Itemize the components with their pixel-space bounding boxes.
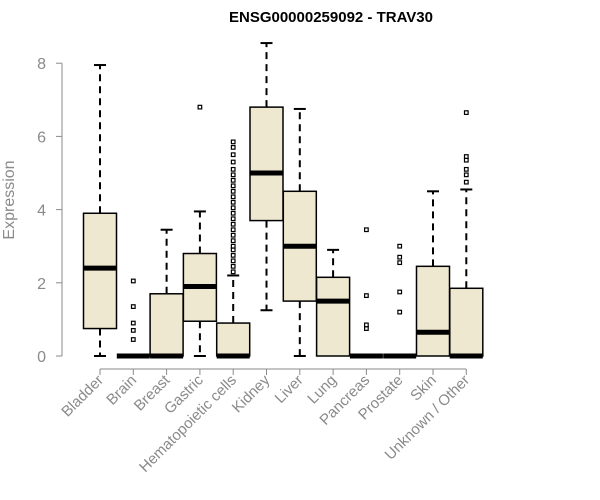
box-body bbox=[215, 322, 251, 357]
box-kidney bbox=[249, 42, 284, 312]
outlier-point bbox=[230, 252, 236, 258]
box-body bbox=[249, 106, 284, 222]
outlier-point bbox=[230, 221, 236, 227]
box-pancreas bbox=[349, 227, 383, 359]
outlier-point bbox=[364, 326, 369, 331]
outlier-point bbox=[230, 152, 236, 158]
outlier-point bbox=[364, 227, 369, 233]
outlier-point bbox=[230, 258, 236, 264]
outlier-point bbox=[230, 177, 236, 183]
y-tick-label: 2 bbox=[37, 276, 46, 293]
outlier-point bbox=[463, 154, 469, 159]
outlier-point bbox=[230, 188, 236, 194]
outlier-point bbox=[230, 144, 236, 150]
outlier-point bbox=[230, 232, 236, 238]
outlier-point bbox=[130, 304, 136, 309]
outlier-point bbox=[230, 263, 236, 269]
box-body bbox=[415, 265, 451, 357]
outlier-point bbox=[463, 166, 469, 172]
outlier-point bbox=[230, 183, 236, 189]
outlier-point bbox=[463, 179, 469, 185]
box-gastric bbox=[182, 104, 218, 357]
y-tick-label: 6 bbox=[37, 129, 46, 146]
outlier-point bbox=[230, 172, 236, 178]
outlier-point bbox=[364, 322, 369, 328]
box-body bbox=[315, 276, 351, 357]
box-lung bbox=[315, 248, 351, 357]
box-liver bbox=[282, 107, 318, 357]
box-skin bbox=[415, 190, 451, 357]
outlier-point bbox=[130, 278, 136, 284]
box-group bbox=[82, 42, 484, 359]
box-prostate bbox=[383, 243, 417, 359]
x-tick-label: Bladder bbox=[58, 372, 107, 421]
outlier-point bbox=[230, 269, 236, 275]
outlier-point bbox=[230, 243, 236, 249]
outlier-point bbox=[230, 216, 236, 222]
outlier-point bbox=[230, 139, 236, 145]
x-tick-label: Liver bbox=[272, 372, 307, 407]
outlier-point bbox=[130, 337, 136, 342]
outlier-point bbox=[397, 289, 403, 295]
y-tick-label: 8 bbox=[37, 56, 46, 73]
x-tick-label: Kidney bbox=[229, 371, 274, 416]
box-body bbox=[449, 287, 484, 357]
box-unknown-other bbox=[449, 110, 484, 359]
box-breast bbox=[149, 228, 184, 359]
y-axis-label: Expression bbox=[1, 160, 18, 239]
outlier-point bbox=[230, 205, 236, 211]
outlier-point bbox=[397, 309, 403, 315]
outlier-point bbox=[230, 247, 236, 253]
outlier-point bbox=[230, 210, 236, 216]
box-body bbox=[82, 212, 118, 330]
y-tick-label: 4 bbox=[37, 203, 46, 220]
box-hematopoietic-cells bbox=[215, 139, 251, 359]
outlier-point bbox=[397, 254, 403, 260]
outlier-point bbox=[230, 166, 236, 172]
chart-title: ENSG00000259092 - TRAV30 bbox=[229, 9, 433, 26]
outlier-point bbox=[230, 159, 236, 165]
outlier-point bbox=[230, 227, 236, 233]
box-body bbox=[149, 293, 184, 357]
box-bladder bbox=[82, 64, 118, 357]
outlier-point bbox=[463, 110, 469, 116]
outlier-point bbox=[463, 172, 469, 178]
outlier-point bbox=[364, 293, 369, 299]
outlier-point bbox=[230, 199, 236, 205]
outlier-point bbox=[130, 327, 136, 333]
outlier-point bbox=[197, 104, 203, 110]
outlier-point bbox=[397, 260, 403, 266]
outlier-point bbox=[230, 194, 236, 200]
outlier-point bbox=[397, 243, 403, 249]
outlier-point bbox=[130, 320, 136, 326]
y-tick-label: 0 bbox=[37, 349, 46, 366]
box-brain bbox=[116, 278, 150, 359]
outlier-point bbox=[230, 238, 236, 244]
